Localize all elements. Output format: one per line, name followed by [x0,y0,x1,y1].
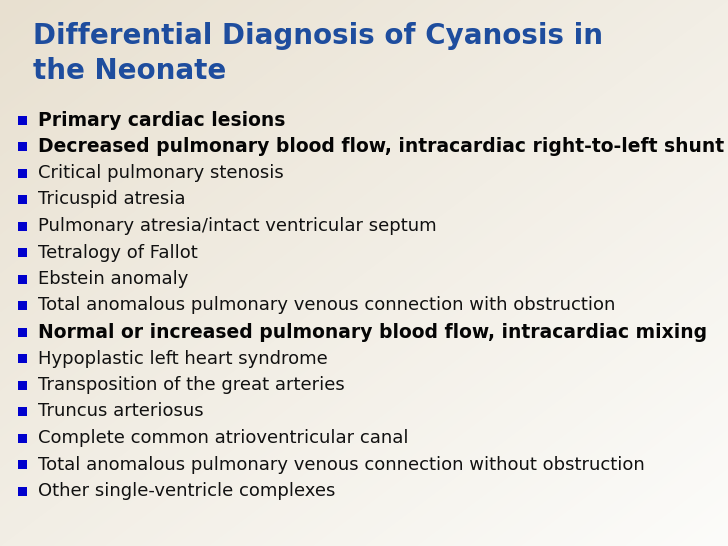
Bar [18,354,27,363]
Text: Transposition of the great arteries: Transposition of the great arteries [38,376,345,394]
Text: Hypoplastic left heart syndrome: Hypoplastic left heart syndrome [38,349,328,367]
Text: Critical pulmonary stenosis: Critical pulmonary stenosis [38,164,284,182]
Bar [18,301,27,310]
Bar [18,486,27,496]
Bar [18,460,27,469]
Text: Truncus arteriosus: Truncus arteriosus [38,402,204,420]
Text: Tetralogy of Fallot: Tetralogy of Fallot [38,244,198,262]
Bar [18,381,27,389]
Bar [18,222,27,230]
Bar [18,248,27,257]
Bar [18,275,27,283]
Bar [18,407,27,416]
Text: Other single-ventricle complexes: Other single-ventricle complexes [38,482,336,500]
Bar [18,434,27,442]
Text: Ebstein anomaly: Ebstein anomaly [38,270,189,288]
Text: Pulmonary atresia/intact ventricular septum: Pulmonary atresia/intact ventricular sep… [38,217,437,235]
Bar [18,195,27,204]
Bar [18,169,27,177]
Bar [18,116,27,124]
Bar [18,328,27,336]
Text: Primary cardiac lesions: Primary cardiac lesions [38,110,285,129]
Text: Total anomalous pulmonary venous connection without obstruction: Total anomalous pulmonary venous connect… [38,455,645,473]
Bar [18,142,27,151]
Text: Differential Diagnosis of Cyanosis in
the Neonate: Differential Diagnosis of Cyanosis in th… [33,22,603,85]
Text: Decreased pulmonary blood flow, intracardiac right-to-left shunt: Decreased pulmonary blood flow, intracar… [38,137,724,156]
Text: Tricuspid atresia: Tricuspid atresia [38,191,186,209]
Text: Complete common atrioventricular canal: Complete common atrioventricular canal [38,429,408,447]
Text: Normal or increased pulmonary blood flow, intracardiac mixing: Normal or increased pulmonary blood flow… [38,323,707,341]
Text: Total anomalous pulmonary venous connection with obstruction: Total anomalous pulmonary venous connect… [38,296,615,314]
